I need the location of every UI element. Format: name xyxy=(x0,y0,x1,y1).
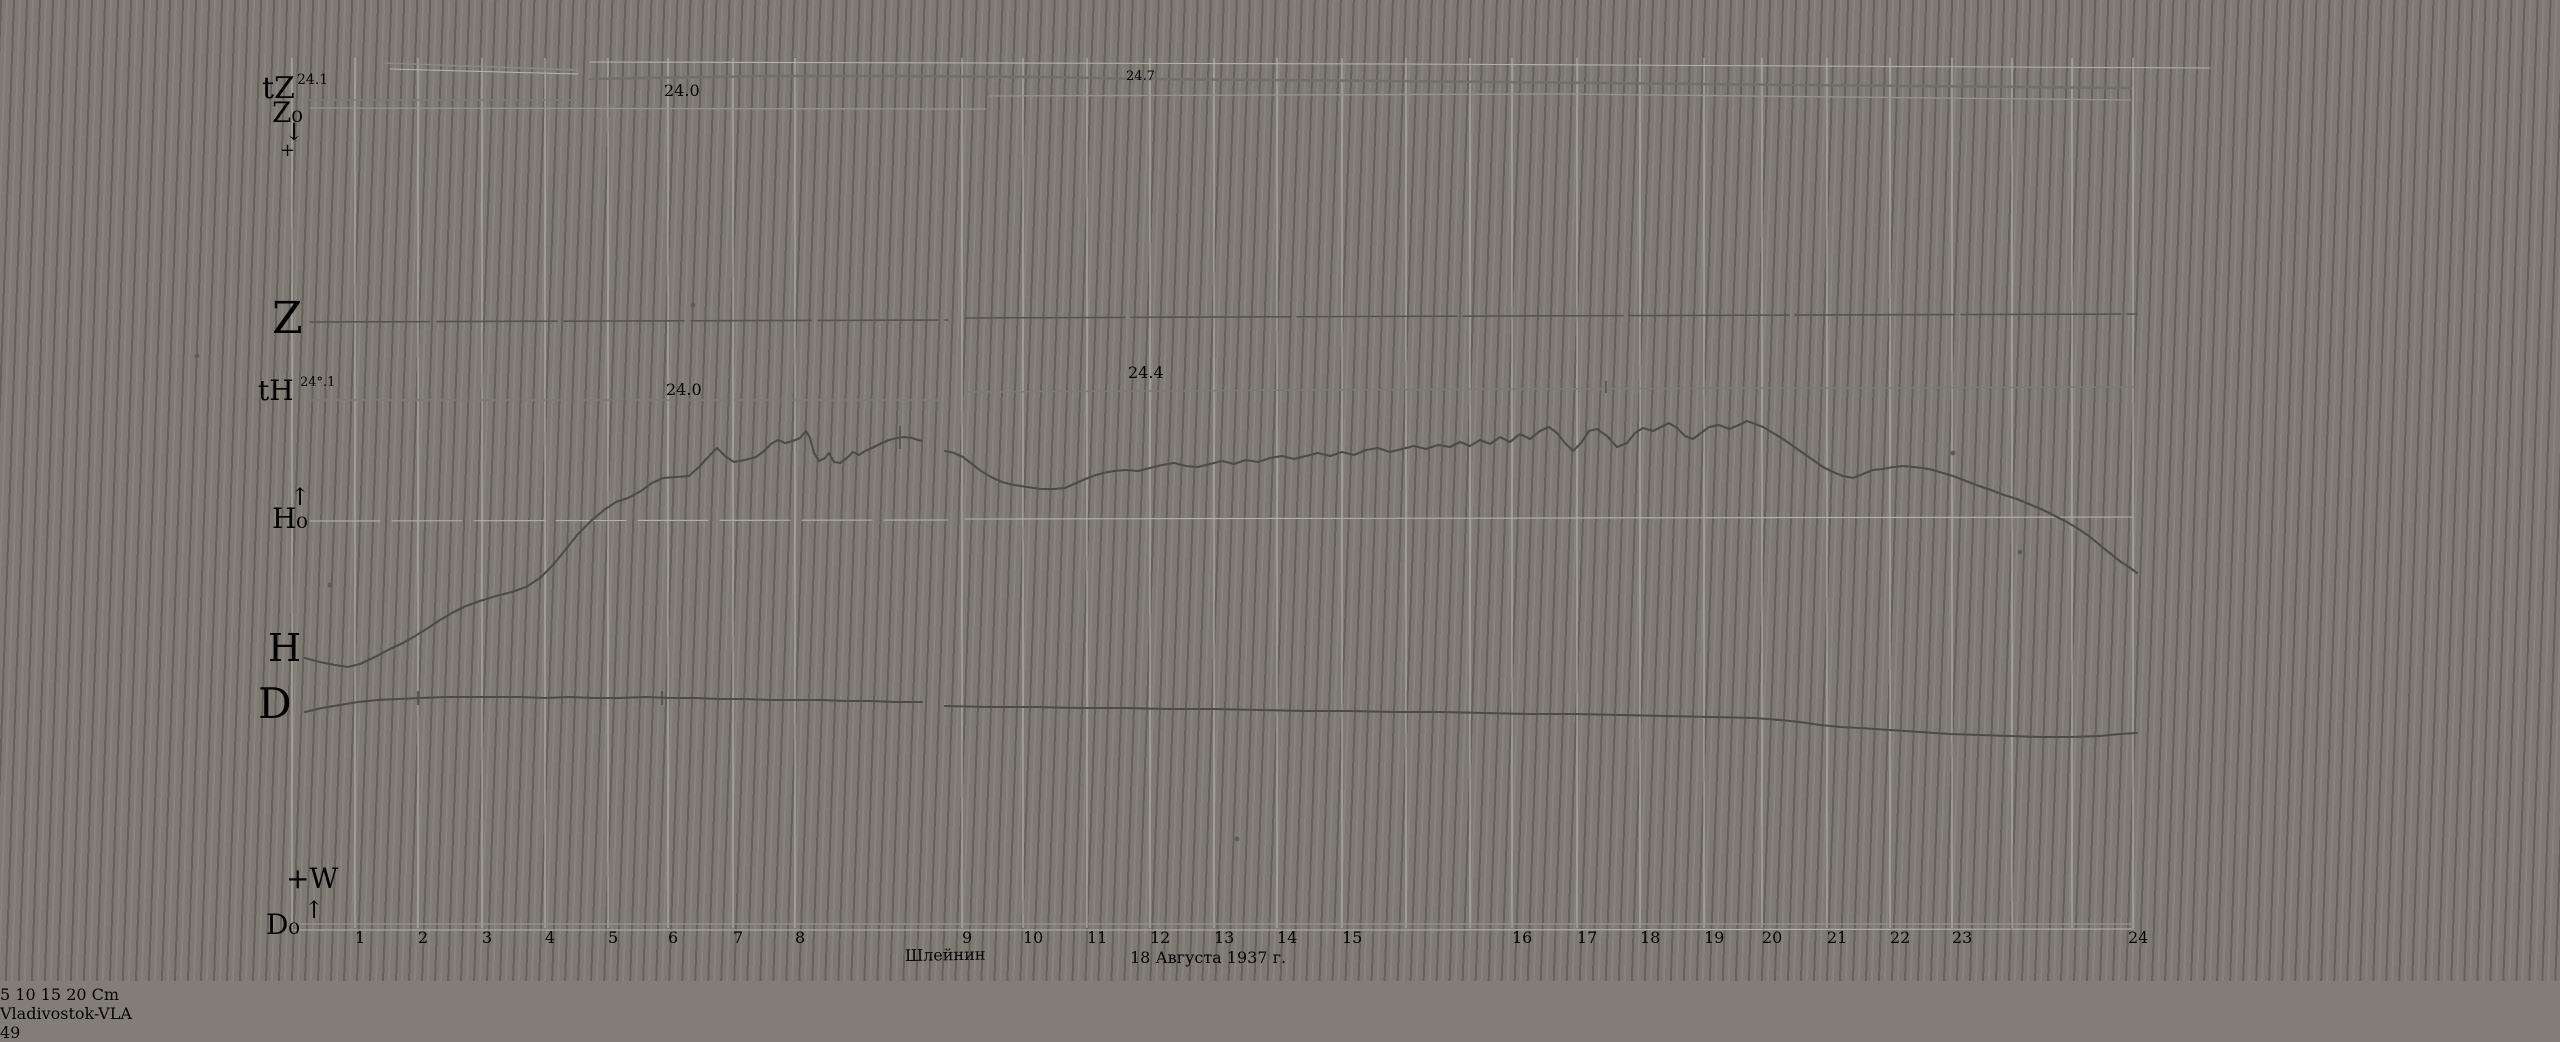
ruler-mark-10: 10 xyxy=(15,985,35,1004)
hour-label-12: 12 xyxy=(1150,928,1170,947)
station-label-plate: Vladivostok-VLA xyxy=(0,1004,2560,1023)
trace-tZ-temperature xyxy=(590,76,2131,88)
hour-label-22: 22 xyxy=(1890,928,1910,947)
cm-ruler: 5 10 15 20 Cm xyxy=(0,985,2560,1004)
hour-label-6: 6 xyxy=(668,928,678,947)
page-number: 49 xyxy=(0,1023,2560,1042)
trace-D-left xyxy=(305,697,922,712)
inscription-signature: Шлейнин xyxy=(905,945,986,965)
ruler-mark-15: 15 xyxy=(41,985,61,1004)
trace-D0-baseline-2 xyxy=(292,929,2133,930)
hour-label-14: 14 xyxy=(1277,928,1297,947)
hour-label-18: 18 xyxy=(1640,928,1660,947)
ink-speck xyxy=(1235,837,1240,842)
trace-tape-edge xyxy=(590,62,2210,68)
label-H: H xyxy=(268,626,301,670)
hour-label-11: 11 xyxy=(1087,928,1107,947)
label-24.0: 24.0 xyxy=(666,380,702,399)
trace-tH-right xyxy=(965,387,2139,392)
label-D: D xyxy=(258,679,292,728)
ink-speck xyxy=(2018,550,2023,555)
ruler-mark-5: 5 xyxy=(0,985,10,1004)
station-name: Vladivostok-VLA xyxy=(0,1004,132,1023)
trace-Z-right xyxy=(965,314,2137,318)
hour-label-8: 8 xyxy=(795,928,805,947)
label-24°.1: 24°.1 xyxy=(300,375,335,390)
hour-label-10: 10 xyxy=(1023,928,1043,947)
trace-Z-left xyxy=(310,320,948,322)
hour-label-20: 20 xyxy=(1762,928,1782,947)
label-24.1: 24.1 xyxy=(297,72,328,88)
inscription-date: 18 Августа 1937 г. xyxy=(1130,948,1286,967)
label-Z: Z xyxy=(272,293,303,344)
hour-label-1: 1 xyxy=(355,928,365,947)
label-H₀: H₀ xyxy=(272,502,308,535)
hour-label-19: 19 xyxy=(1704,928,1724,947)
trace-H-right xyxy=(945,421,2137,573)
wood-table-left xyxy=(0,0,30,981)
label-D₀: D₀ xyxy=(266,908,300,941)
trace-H0-baseline-left xyxy=(310,520,948,521)
ruler-mark-20: 20 xyxy=(66,985,86,1004)
ink-speck xyxy=(195,354,200,359)
hour-label-24: 24 xyxy=(2128,928,2148,947)
label-24.4: 24.4 xyxy=(1128,363,1164,382)
hour-label-7: 7 xyxy=(733,928,743,947)
label-+W: +W xyxy=(286,862,338,895)
hour-label-17: 17 xyxy=(1577,928,1597,947)
hour-label-21: 21 xyxy=(1827,928,1847,947)
hour-label-5: 5 xyxy=(608,928,618,947)
hour-label-23: 23 xyxy=(1952,928,1972,947)
hour-label-13: 13 xyxy=(1214,928,1234,947)
hour-label-4: 4 xyxy=(545,928,555,947)
label-+: + xyxy=(280,140,295,161)
label-24.0: 24.0 xyxy=(664,81,700,100)
hour-label-2: 2 xyxy=(418,928,428,947)
trace-H0-baseline-right xyxy=(965,517,2133,519)
trace-Z0-baseline-left xyxy=(310,108,986,109)
ink-speck xyxy=(1951,451,1956,456)
trace-Z0-baseline-right xyxy=(990,94,2131,100)
trace-H-left xyxy=(305,431,922,667)
ink-speck xyxy=(691,303,696,308)
hour-label-16: 16 xyxy=(1512,928,1532,947)
ruler-unit-label: Cm xyxy=(92,985,119,1004)
label-24.7: 24.7 xyxy=(1126,69,1155,84)
hour-label-15: 15 xyxy=(1342,928,1362,947)
label-tH: tH xyxy=(258,374,294,407)
label-↑: ↑ xyxy=(304,896,324,924)
hour-label-3: 3 xyxy=(482,928,492,947)
trace-D-right xyxy=(945,706,2137,737)
ink-speck xyxy=(328,583,333,588)
